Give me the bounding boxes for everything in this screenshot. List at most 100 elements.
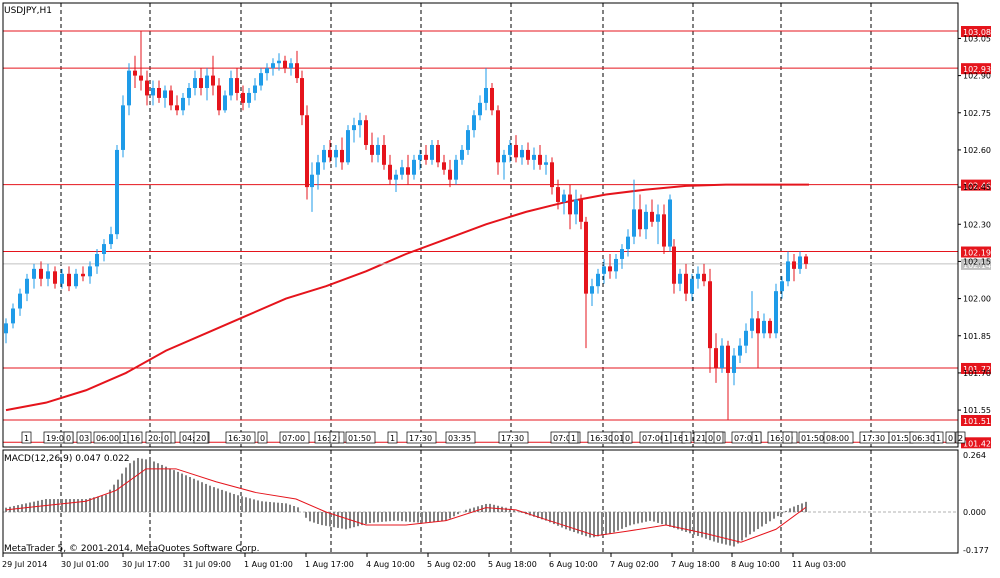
candle-body bbox=[88, 266, 92, 277]
candle-body bbox=[532, 154, 536, 160]
level-tag-103.08[interactable] bbox=[961, 26, 991, 37]
level-label-102.93: 102.93 bbox=[963, 65, 991, 74]
session-marker[interactable] bbox=[767, 431, 798, 444]
session-marker[interactable] bbox=[945, 431, 956, 444]
candle-body bbox=[798, 256, 802, 269]
session-marker[interactable] bbox=[550, 431, 581, 444]
candle-body bbox=[277, 60, 281, 64]
candle-body bbox=[574, 199, 578, 215]
session-marker[interactable] bbox=[622, 431, 633, 444]
moving-average-layer bbox=[5, 183, 809, 412]
level-tag-101.42[interactable] bbox=[961, 437, 991, 449]
session-marker[interactable] bbox=[387, 431, 398, 444]
session-marker-label: 04:30 bbox=[182, 434, 205, 443]
candle-body bbox=[223, 95, 227, 111]
session-marker[interactable] bbox=[955, 431, 966, 444]
level-tag-102.46[interactable] bbox=[961, 179, 991, 191]
session-marker[interactable] bbox=[76, 431, 92, 444]
macd-panel: 0.264 0.000 -0.177 bbox=[3, 451, 989, 555]
candle-body bbox=[295, 63, 299, 79]
horizontal-levels[interactable]: 103.08 102.93 102.46 102.19 101.72 101.51 101.… bbox=[3, 26, 991, 449]
session-marker-label: 2 bbox=[958, 434, 963, 443]
candle-body bbox=[139, 75, 143, 81]
candle-body bbox=[638, 209, 642, 230]
session-marker-label: 16 bbox=[673, 434, 683, 443]
candle-body bbox=[67, 273, 71, 287]
candle-body bbox=[538, 154, 542, 165]
session-marker[interactable] bbox=[314, 431, 345, 444]
level-tag-101.72[interactable] bbox=[961, 362, 991, 374]
session-marker[interactable] bbox=[225, 431, 256, 444]
session-marker[interactable] bbox=[161, 431, 172, 444]
candle-body bbox=[792, 261, 796, 269]
candle-body bbox=[562, 194, 566, 202]
candle-body bbox=[169, 90, 173, 106]
session-marker[interactable] bbox=[406, 431, 437, 444]
session-marker-label: 1 bbox=[24, 434, 29, 443]
level-tag-102.19[interactable] bbox=[961, 246, 991, 258]
candle-body bbox=[217, 85, 221, 111]
level-label-101.72: 101.72 bbox=[963, 365, 991, 374]
candle-body bbox=[590, 286, 594, 294]
candle-body bbox=[211, 75, 215, 86]
candle-body bbox=[526, 149, 530, 160]
price-tick-label: 102.60 bbox=[963, 146, 991, 155]
candle-body bbox=[25, 278, 29, 294]
level-tag-101.51[interactable] bbox=[961, 415, 991, 426]
candle-body bbox=[690, 278, 694, 294]
session-marker[interactable] bbox=[279, 431, 310, 444]
session-marker-label: 1 bbox=[122, 434, 127, 443]
session-marker[interactable] bbox=[568, 431, 579, 444]
session-marker-label: 1 bbox=[390, 434, 395, 443]
session-marker-label: 07:00 bbox=[642, 434, 665, 443]
level-tag-102.93[interactable] bbox=[961, 63, 991, 75]
candle-body bbox=[602, 266, 606, 274]
session-marker-label: 03:35 bbox=[448, 434, 471, 443]
candle-body bbox=[127, 70, 131, 106]
macd-indicator-label: MACD(12,26,9) 0.047 0.022 bbox=[4, 454, 130, 464]
time-tick-label: 29 Jul 2014 bbox=[2, 560, 47, 569]
candle-body bbox=[352, 125, 356, 131]
session-marker[interactable] bbox=[713, 431, 724, 444]
candle-body bbox=[300, 78, 304, 116]
candle-body bbox=[436, 144, 440, 163]
candle-body bbox=[400, 167, 404, 175]
candle-body bbox=[181, 97, 185, 111]
price-tick-label: 102.75 bbox=[963, 109, 991, 118]
session-marker[interactable] bbox=[681, 431, 692, 444]
candle-body bbox=[738, 345, 742, 356]
session-marker[interactable] bbox=[782, 431, 793, 444]
session-marker[interactable] bbox=[751, 431, 762, 444]
session-marker[interactable] bbox=[498, 431, 529, 444]
candle-body bbox=[520, 149, 524, 158]
candle-body bbox=[340, 149, 344, 163]
candle-body bbox=[364, 120, 368, 145]
session-marker[interactable] bbox=[933, 431, 944, 444]
session-marker[interactable] bbox=[329, 431, 340, 444]
candle-body bbox=[684, 273, 688, 294]
session-marker[interactable] bbox=[21, 431, 32, 444]
session-marker[interactable] bbox=[193, 431, 209, 444]
session-marker[interactable] bbox=[145, 431, 176, 444]
session-marker[interactable] bbox=[257, 431, 268, 444]
macd-signal-line bbox=[5, 468, 807, 543]
session-marker[interactable] bbox=[823, 431, 854, 444]
candle-body bbox=[11, 308, 15, 324]
candle-body bbox=[448, 169, 452, 180]
time-tick-label: 5 Aug 18:00 bbox=[488, 560, 537, 569]
session-marker[interactable] bbox=[445, 431, 476, 444]
time-tick-label: 4 Aug 10:00 bbox=[366, 560, 415, 569]
session-marker[interactable] bbox=[127, 431, 143, 444]
level-label-102.46: 102.46 bbox=[963, 182, 991, 191]
time-tick-label: 11 Aug 03:00 bbox=[792, 560, 846, 569]
candle-body bbox=[472, 115, 476, 131]
candle-body bbox=[556, 187, 560, 202]
session-marker-label: 0 bbox=[948, 434, 953, 443]
session-marker[interactable] bbox=[345, 431, 376, 444]
session-marker[interactable] bbox=[63, 431, 74, 444]
session-marker-label: 16:00 bbox=[770, 434, 793, 443]
session-marker-label: 1 bbox=[684, 434, 689, 443]
